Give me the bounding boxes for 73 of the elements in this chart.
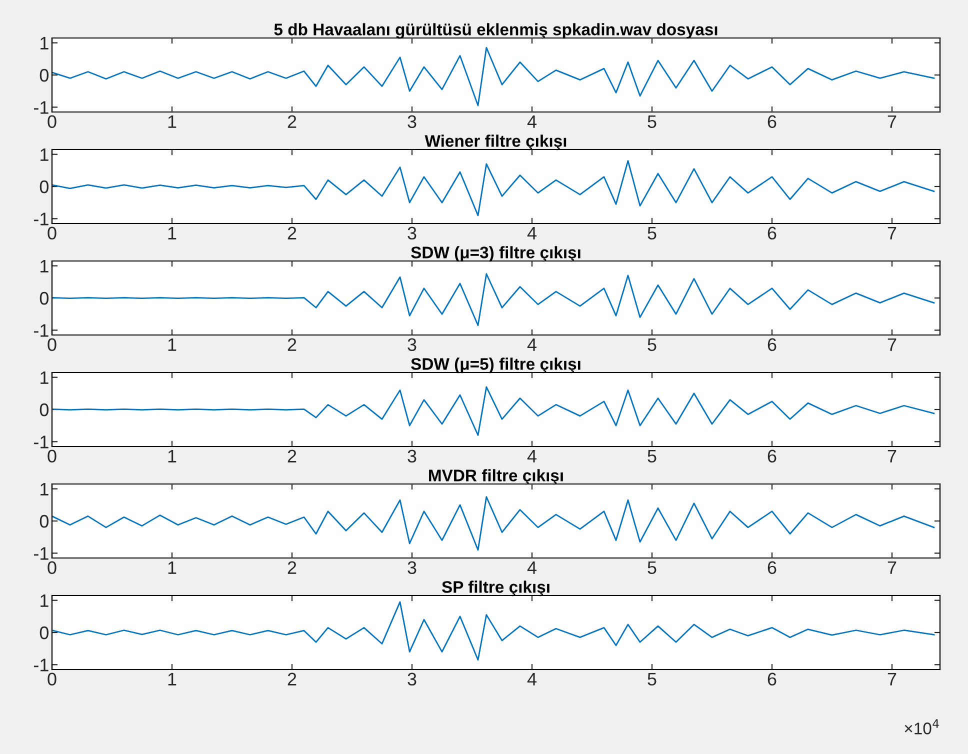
line-series bbox=[52, 273, 935, 326]
x-tick-label: 3 bbox=[408, 226, 416, 240]
x-tick-label: 6 bbox=[768, 672, 776, 686]
x-tick-label: 4 bbox=[527, 561, 536, 574]
x-tick-label: 2 bbox=[288, 561, 296, 574]
x-tick-label: 7 bbox=[888, 226, 896, 240]
x-tick-label: 7 bbox=[888, 338, 896, 351]
y-tick-label: -1 bbox=[34, 436, 48, 448]
x-tick-label: 5 bbox=[648, 450, 656, 463]
y-tick-label: 0 bbox=[40, 68, 49, 82]
x-tick-label: 5 bbox=[648, 115, 656, 128]
text: ×10$^{4}$ bbox=[904, 719, 939, 734]
x-tick-label: 6 bbox=[768, 226, 776, 240]
y-tick-label: 1 bbox=[40, 148, 48, 161]
line-series bbox=[52, 386, 935, 436]
x-tick-label: 1 bbox=[168, 115, 176, 128]
x-tick-label: 4 bbox=[527, 450, 536, 462]
x-tick-label: 7 bbox=[888, 450, 896, 462]
y-tick-label: -1 bbox=[34, 658, 48, 672]
y-tick-label: 1 bbox=[40, 594, 48, 607]
x-tick-label: 4 bbox=[527, 115, 536, 128]
x-tick-label: 6 bbox=[768, 338, 776, 352]
chart-title: 5 db Havaalanı gürültüsü eklenmiş spkadin.wav dosyası bbox=[274, 23, 718, 39]
x-tick-label: 1 bbox=[168, 450, 176, 462]
line-series bbox=[52, 496, 935, 551]
x-tick-label: 7 bbox=[888, 561, 896, 574]
line-series bbox=[52, 601, 935, 661]
x-tick-label: 6 bbox=[768, 115, 776, 128]
x-tick-label: 3 bbox=[408, 338, 416, 352]
x-tick-label: 5 bbox=[648, 338, 656, 352]
y-tick-label: 0 bbox=[40, 403, 49, 416]
x-tick-label: 1 bbox=[168, 226, 176, 240]
x-tick-label: 5 bbox=[648, 672, 656, 686]
line-series bbox=[52, 46, 935, 106]
chart-title: SP filtre çıkışı bbox=[442, 580, 550, 596]
y-tick-label: -1 bbox=[34, 212, 48, 226]
x-tick-label: 2 bbox=[288, 450, 296, 462]
x-tick-label: 7 bbox=[888, 115, 896, 128]
x-tick-label: 2 bbox=[288, 672, 296, 686]
x-tick-label: 1 bbox=[168, 561, 176, 574]
chart-title: SDW (μ=5) filtre çıkışı bbox=[411, 358, 580, 374]
y-tick-label: 1 bbox=[40, 482, 48, 496]
y-tick-label: 1 bbox=[40, 371, 48, 384]
y-tick-label: -1 bbox=[34, 547, 48, 560]
line-series bbox=[52, 160, 935, 216]
x-tick-label: 4 bbox=[527, 338, 536, 351]
x-tick-label: 3 bbox=[408, 450, 416, 463]
y-tick-label: -1 bbox=[34, 101, 48, 114]
x-tick-label: 4 bbox=[527, 672, 536, 686]
x-tick-label: 5 bbox=[648, 561, 656, 574]
chart-title: Wiener filtre çıkışı bbox=[424, 134, 566, 150]
x-tick-label: 4 bbox=[527, 226, 536, 240]
chart-title: MVDR filtre çıkışı bbox=[429, 469, 563, 485]
x-tick-label: 1 bbox=[168, 338, 176, 351]
y-tick-label: 0 bbox=[40, 180, 49, 194]
chart-title: SDW (μ=3) filtre çıkışı bbox=[411, 246, 580, 262]
x-tick-label: 6 bbox=[768, 561, 776, 574]
y-tick-label: 1 bbox=[40, 260, 48, 272]
x-tick-label: 2 bbox=[288, 115, 296, 128]
x-tick-label: 7 bbox=[888, 672, 896, 686]
x-tick-label: 1 bbox=[168, 672, 176, 686]
x-tick-label: 2 bbox=[288, 226, 296, 240]
x-tick-label: 3 bbox=[408, 561, 416, 574]
x-tick-label: 2 bbox=[288, 338, 296, 351]
y-tick-label: 1 bbox=[40, 36, 48, 50]
x-tick-label: 3 bbox=[408, 115, 416, 128]
x-tick-label: 3 bbox=[408, 672, 416, 686]
y-tick-label: 0 bbox=[40, 626, 49, 640]
x-tick-label: 6 bbox=[768, 450, 776, 463]
y-tick-label: 0 bbox=[40, 292, 49, 305]
x-tick-label: 5 bbox=[648, 226, 656, 240]
y-tick-label: 0 bbox=[40, 514, 49, 528]
y-tick-label: -1 bbox=[34, 324, 48, 337]
